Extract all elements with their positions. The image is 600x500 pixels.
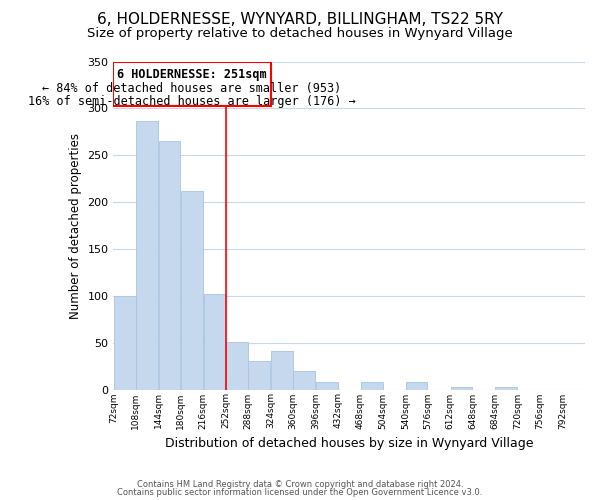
Bar [361, 382, 383, 390]
Text: 6 HOLDERNESSE: 251sqm: 6 HOLDERNESSE: 251sqm [117, 68, 267, 81]
Bar [451, 386, 472, 390]
Text: Size of property relative to detached houses in Wynyard Village: Size of property relative to detached ho… [87, 28, 513, 40]
Bar [496, 386, 517, 390]
Bar [316, 382, 338, 390]
Bar [271, 351, 293, 390]
Bar [136, 120, 158, 390]
Text: 16% of semi-detached houses are larger (176) →: 16% of semi-detached houses are larger (… [28, 96, 356, 108]
Text: ← 84% of detached houses are smaller (953): ← 84% of detached houses are smaller (95… [43, 82, 341, 94]
Text: 6, HOLDERNESSE, WYNYARD, BILLINGHAM, TS22 5RY: 6, HOLDERNESSE, WYNYARD, BILLINGHAM, TS2… [97, 12, 503, 28]
Y-axis label: Number of detached properties: Number of detached properties [69, 132, 82, 318]
Text: Contains public sector information licensed under the Open Government Licence v3: Contains public sector information licen… [118, 488, 482, 497]
Bar [293, 371, 315, 390]
Bar [203, 294, 226, 390]
X-axis label: Distribution of detached houses by size in Wynyard Village: Distribution of detached houses by size … [165, 437, 533, 450]
Bar [406, 382, 427, 390]
Bar [226, 342, 248, 390]
FancyBboxPatch shape [113, 62, 271, 106]
Bar [113, 296, 136, 390]
Text: Contains HM Land Registry data © Crown copyright and database right 2024.: Contains HM Land Registry data © Crown c… [137, 480, 463, 489]
Bar [181, 191, 203, 390]
Bar [158, 141, 181, 390]
Bar [248, 362, 270, 390]
